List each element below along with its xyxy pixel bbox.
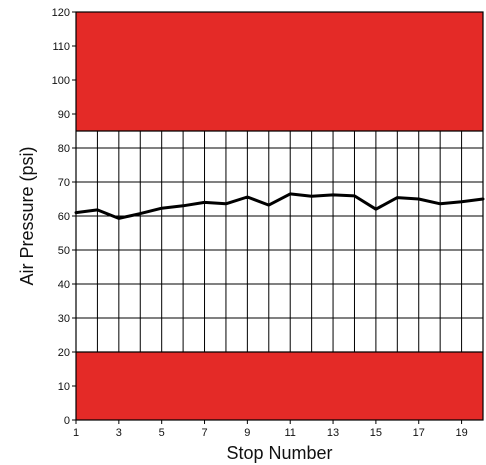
- x-tick-label: 13: [327, 427, 339, 439]
- y-tick-labels: 0 10 20 30 40 50 60 70 80 90 100 110 120: [52, 7, 76, 427]
- y-axis-title: Air Pressure (psi): [17, 146, 37, 285]
- y-tick-label: 20: [58, 347, 70, 359]
- series-lines: [74, 192, 485, 220]
- x-tick-labels: 1 3 5 7 9 11 13 15 17 19: [73, 420, 468, 439]
- y-tick-label: 40: [58, 279, 70, 291]
- x-tick-label: 1: [73, 427, 79, 439]
- y-tick-label: 50: [58, 245, 70, 257]
- x-tick-label: 7: [201, 427, 207, 439]
- y-tick-label: 90: [58, 109, 70, 121]
- x-tick-label: 15: [370, 427, 382, 439]
- x-axis-title: Stop Number: [226, 443, 332, 463]
- x-tick-label: 9: [244, 427, 250, 439]
- x-tick-label: 17: [413, 427, 425, 439]
- x-tick-label: 5: [159, 427, 165, 439]
- series-line-0: [74, 192, 485, 220]
- x-tick-label: 19: [455, 427, 467, 439]
- y-tick-label: 120: [52, 7, 70, 19]
- y-tick-label: 30: [58, 313, 70, 325]
- y-tick-label: 80: [58, 143, 70, 155]
- y-tick-label: 0: [64, 415, 70, 427]
- x-tick-label: 3: [116, 427, 122, 439]
- grid-lines: [75, 130, 484, 353]
- danger-zones: [76, 12, 483, 420]
- y-tick-label: 70: [58, 177, 70, 189]
- y-tick-label: 60: [58, 211, 70, 223]
- y-tick-label: 10: [58, 381, 70, 393]
- danger-zone-1: [76, 352, 483, 420]
- x-tick-label: 11: [284, 427, 295, 439]
- y-tick-label: 100: [52, 75, 70, 87]
- danger-zone-0: [76, 12, 483, 131]
- y-tick-label: 110: [52, 41, 70, 53]
